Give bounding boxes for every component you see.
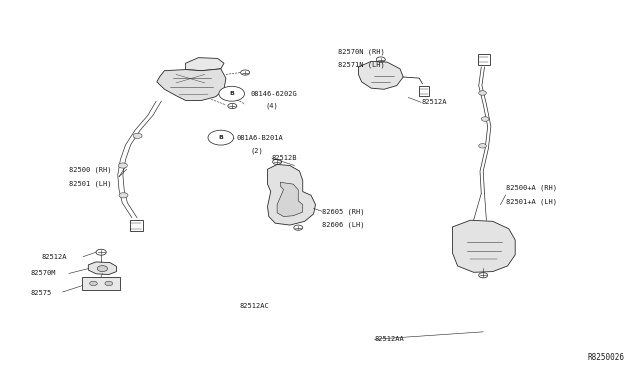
Polygon shape bbox=[277, 182, 303, 217]
Polygon shape bbox=[88, 262, 116, 275]
Text: 82501+A (LH): 82501+A (LH) bbox=[506, 198, 557, 205]
Text: 82605 (RH): 82605 (RH) bbox=[322, 208, 364, 215]
Circle shape bbox=[133, 133, 142, 138]
Text: 82606 (LH): 82606 (LH) bbox=[322, 222, 364, 228]
Bar bbox=[478, 54, 490, 65]
Text: B: B bbox=[218, 135, 223, 140]
Text: 08146-6202G: 08146-6202G bbox=[251, 91, 298, 97]
Bar bbox=[130, 220, 143, 231]
Text: 82501 (LH): 82501 (LH) bbox=[69, 181, 111, 187]
Text: 82570N (RH): 82570N (RH) bbox=[338, 48, 385, 55]
Text: 82512A: 82512A bbox=[42, 254, 67, 260]
Polygon shape bbox=[268, 164, 316, 225]
Text: 82500+A (RH): 82500+A (RH) bbox=[506, 185, 557, 191]
Text: 82500 (RH): 82500 (RH) bbox=[69, 166, 111, 173]
Circle shape bbox=[479, 91, 486, 95]
Text: 82575: 82575 bbox=[31, 290, 52, 296]
Circle shape bbox=[97, 266, 108, 272]
Circle shape bbox=[105, 281, 113, 286]
Circle shape bbox=[119, 193, 128, 198]
Text: B: B bbox=[229, 91, 234, 96]
Bar bbox=[419, 86, 429, 96]
Circle shape bbox=[90, 281, 97, 286]
Polygon shape bbox=[157, 69, 226, 100]
Bar bbox=[82, 277, 120, 290]
Circle shape bbox=[118, 163, 127, 168]
Circle shape bbox=[208, 130, 234, 145]
Text: 82512AC: 82512AC bbox=[240, 303, 269, 309]
Polygon shape bbox=[186, 58, 224, 71]
Text: 82512B: 82512B bbox=[272, 155, 298, 161]
Text: R8250026: R8250026 bbox=[587, 353, 624, 362]
Text: (2): (2) bbox=[251, 147, 264, 154]
Circle shape bbox=[219, 86, 244, 101]
Polygon shape bbox=[358, 61, 403, 89]
Polygon shape bbox=[452, 220, 515, 272]
Circle shape bbox=[479, 144, 486, 148]
Text: 82512A: 82512A bbox=[421, 99, 447, 105]
Text: 081A6-B201A: 081A6-B201A bbox=[237, 135, 284, 141]
Text: (4): (4) bbox=[266, 103, 278, 109]
Text: 82512AA: 82512AA bbox=[374, 336, 404, 342]
Circle shape bbox=[481, 117, 489, 121]
Text: 82570M: 82570M bbox=[31, 270, 56, 276]
Text: 82571N (LH): 82571N (LH) bbox=[338, 62, 385, 68]
